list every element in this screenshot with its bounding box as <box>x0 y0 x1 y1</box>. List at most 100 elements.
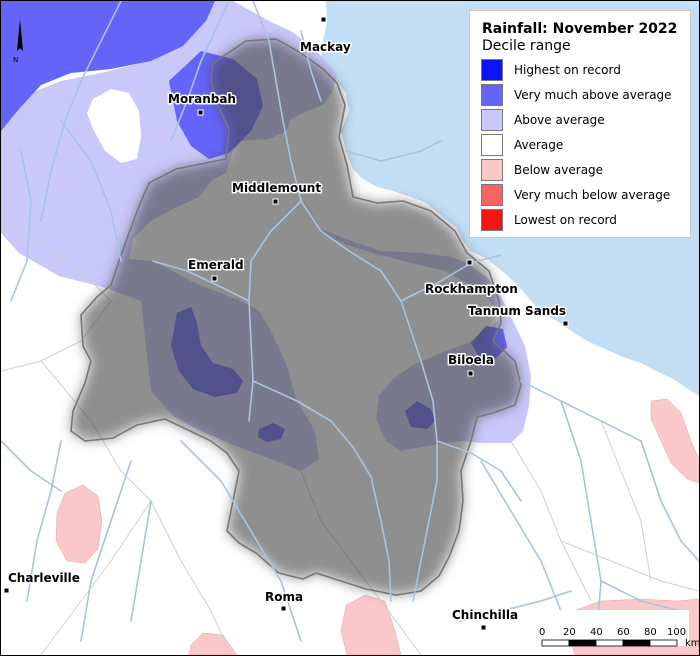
towns: Mackay Moranbah Middlemount Emerald Rock… <box>3 16 569 631</box>
scale-bar: 0 20 40 60 80 100 km <box>539 610 699 649</box>
legend-item-label: Above average <box>514 113 605 127</box>
town-marker <box>211 275 218 282</box>
town-marker <box>272 198 279 205</box>
scale-tick-label: 0 <box>539 627 545 638</box>
very-much-above-zone-northwest <box>1 1 215 131</box>
river <box>252 380 372 478</box>
river <box>1 440 62 492</box>
town-marker <box>467 370 474 377</box>
legend-swatch <box>481 134 503 156</box>
legend-item-above-average: Above average <box>481 109 686 134</box>
town-marker <box>466 259 473 266</box>
legend-swatch <box>481 209 503 231</box>
town-marker <box>562 320 569 327</box>
town-label: Tannum Sands <box>468 304 566 318</box>
river <box>180 440 302 642</box>
basin-shadow <box>71 39 521 595</box>
river <box>400 254 502 302</box>
river <box>80 460 132 642</box>
scale-tick-label: 80 <box>644 627 657 638</box>
town-label: Emerald <box>188 258 244 272</box>
town-label: Biloela <box>448 353 494 367</box>
town-marker <box>197 109 204 116</box>
town-chinchilla: Chinchilla <box>451 607 520 631</box>
river <box>40 1 122 222</box>
town-emerald: Emerald <box>187 257 245 282</box>
legend-item-average: Average <box>481 134 686 159</box>
river <box>170 1 230 142</box>
river <box>26 440 62 602</box>
below-average-zone-south1 <box>340 594 402 655</box>
legend-item-very-much-below-average: Very much below average <box>481 184 686 209</box>
town-biloela: Biloela <box>447 352 495 377</box>
legend-swatch <box>481 184 503 206</box>
town-marker <box>320 16 327 23</box>
scale-segment <box>595 639 624 647</box>
town-marker <box>480 624 487 631</box>
scale-segment <box>622 639 651 647</box>
river <box>600 580 682 612</box>
scale-tick-label: 60 <box>617 627 630 638</box>
river <box>345 140 442 162</box>
north-arrow-icon <box>17 19 23 51</box>
basin-outline <box>70 38 522 596</box>
town-tannum-sands: Tannum Sands <box>467 303 569 327</box>
scale-tick-label: 100 <box>667 627 686 638</box>
river <box>130 500 152 622</box>
below-average-zone-south2 <box>188 632 238 655</box>
river <box>520 380 642 442</box>
town-roma: Roma <box>264 589 305 612</box>
legend-item-highest-on-record: Highest on record <box>481 59 686 84</box>
legend-item-label: Below average <box>514 163 604 177</box>
town-marker <box>3 587 10 594</box>
river <box>252 1 438 602</box>
boundary-line <box>560 540 699 592</box>
river <box>460 590 572 622</box>
below-average-zone-west <box>55 484 103 564</box>
boundary-line <box>600 420 652 582</box>
scale-segment <box>568 639 597 647</box>
legend-item-below-average: Below average <box>481 159 686 184</box>
legend-item-label: Average <box>514 138 564 152</box>
scale-unit-label: km <box>685 638 699 649</box>
town-moranbah: Moranbah <box>167 91 237 116</box>
legend: Rainfall: November 2022 Decile range Hig… <box>469 10 691 238</box>
town-charleville: Charleville <box>3 570 81 594</box>
river <box>480 460 562 612</box>
legend-swatch <box>481 159 503 181</box>
legend-item-label: Highest on record <box>514 63 621 77</box>
boundary-line <box>510 440 592 602</box>
town-label: Moranbah <box>168 92 236 106</box>
north-label: N <box>13 56 18 64</box>
legend-swatch <box>481 84 503 106</box>
legend-swatch <box>481 59 503 81</box>
scale-segment <box>649 639 678 647</box>
legend-subtitle: Decile range <box>482 38 571 54</box>
legend-item-label: Very much above average <box>514 88 672 102</box>
rivers <box>1 1 699 642</box>
town-label: Rockhampton <box>425 282 518 296</box>
below-average-zone-east <box>650 398 699 484</box>
town-rockhampton: Rockhampton <box>424 259 519 298</box>
river <box>436 440 522 502</box>
legend-item-label: Lowest on record <box>514 213 617 227</box>
boundary-line <box>40 500 152 655</box>
river <box>560 400 602 632</box>
town-label: Roma <box>265 590 303 604</box>
legend-swatch <box>481 109 503 131</box>
town-label: Charleville <box>8 571 80 585</box>
river <box>640 440 699 562</box>
river <box>60 120 122 262</box>
north-arrow: N <box>13 19 23 64</box>
river <box>370 476 392 602</box>
town-label: Mackay <box>300 40 351 54</box>
river <box>10 150 32 302</box>
river <box>300 30 322 102</box>
town-mackay: Mackay <box>299 16 352 56</box>
legend-title: Rainfall: November 2022 <box>482 21 678 37</box>
average-zone-north <box>87 89 141 163</box>
legend-item-label: Very much below average <box>514 188 671 202</box>
town-label: Chinchilla <box>452 608 518 622</box>
scale-tick-label: 20 <box>563 627 576 638</box>
